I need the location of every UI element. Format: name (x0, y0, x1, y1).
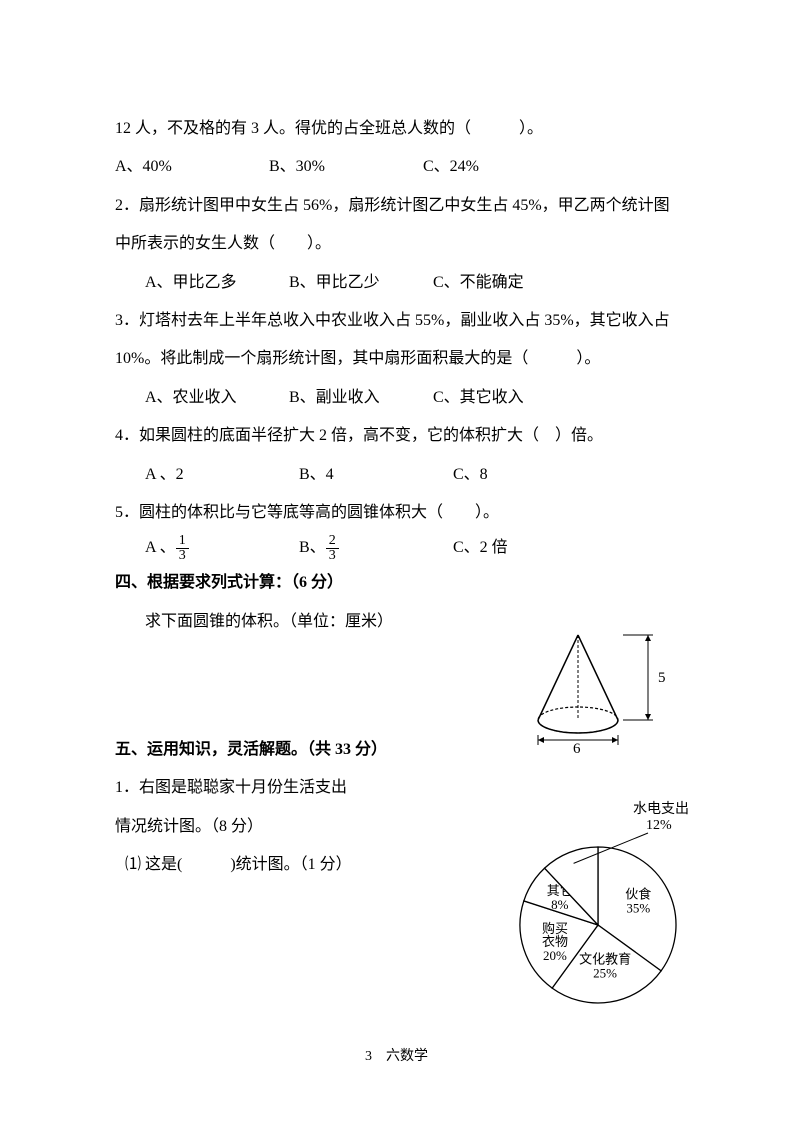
q4-text: 4．如果圆柱的底面半径扩大 2 倍，高不变，它的体积扩大（ ）倍。 (115, 417, 678, 455)
pie-slice-pct: 25% (593, 966, 617, 981)
pie-slice-label: 衣物 (542, 934, 568, 949)
q3-optC: C、其它收入 (433, 379, 524, 417)
q5-options: A 、13 B、23 C、2 倍 (115, 532, 678, 564)
pie-slice-label: 文化教育 (579, 952, 631, 967)
q1-optC: C、24% (423, 148, 479, 186)
section4-header: 四、根据要求列式计算：（6 分） (115, 564, 678, 602)
q3-optB: B、副业收入 (289, 379, 429, 417)
pie-slice-pct: 8% (551, 897, 569, 912)
pie-title-pct: 12% (646, 818, 672, 833)
q5-optA-prefix: A 、 (145, 539, 176, 556)
cone-base-label: 6 (573, 741, 581, 755)
q1-optA: A、40% (115, 148, 265, 186)
pie-chart: 水电支出 12% 伙食35%文化教育25%购买衣物20%其它8% (478, 795, 698, 1015)
q4-optB: B、4 (299, 456, 449, 494)
q1-continuation: 12 人，不及格的有 3 人。得优的占全班总人数的（ ）。 (115, 110, 678, 148)
q2-optB: B、甲比乙少 (289, 264, 429, 302)
q5-optA-den: 3 (176, 549, 189, 563)
cone-figure: 5 6 (518, 625, 688, 755)
q2-optA: A、甲比乙多 (145, 264, 285, 302)
q5-optB-num: 2 (326, 534, 339, 549)
q1-options: A、40% B、30% C、24% (115, 148, 678, 186)
q5-optC: C、2 倍 (453, 532, 508, 564)
q5-optB-den: 3 (326, 549, 339, 563)
pie-slice-pct: 35% (626, 900, 650, 915)
cone-height-label: 5 (658, 670, 666, 686)
q5-optA-num: 1 (176, 534, 189, 549)
pie-title: 水电支出 (633, 801, 689, 817)
q5-optA-fraction: 13 (176, 534, 189, 563)
q4-optC: C、8 (453, 456, 488, 494)
q5-optA: A 、13 (145, 532, 295, 564)
q5-optB: B、23 (299, 532, 449, 564)
page-footer: 3 六数学 (0, 1040, 793, 1074)
q3-text: 3．灯塔村去年上半年总收入中农业收入占 55%，副业收入占 35%，其它收入占 … (115, 302, 678, 379)
q2-text: 2．扇形统计图甲中女生占 56%，扇形统计图乙中女生占 45%，甲乙两个统计图中… (115, 187, 678, 264)
q1-optB: B、30% (269, 148, 419, 186)
q5-text: 5．圆柱的体积比与它等底等高的圆锥体积大（ ）。 (115, 494, 678, 532)
q3-optA: A、农业收入 (145, 379, 285, 417)
q5-optB-prefix: B、 (299, 539, 326, 556)
q4-options: A 、2 B、4 C、8 (115, 456, 678, 494)
q2-optC: C、不能确定 (433, 264, 524, 302)
q5-optB-fraction: 23 (326, 534, 339, 563)
q3-options: A、农业收入 B、副业收入 C、其它收入 (115, 379, 678, 417)
q4-optA: A 、2 (145, 456, 295, 494)
pie-slice-label: 伙食 (625, 886, 651, 901)
pie-slice-pct: 20% (543, 948, 567, 963)
q2-options: A、甲比乙多 B、甲比乙少 C、不能确定 (115, 264, 678, 302)
